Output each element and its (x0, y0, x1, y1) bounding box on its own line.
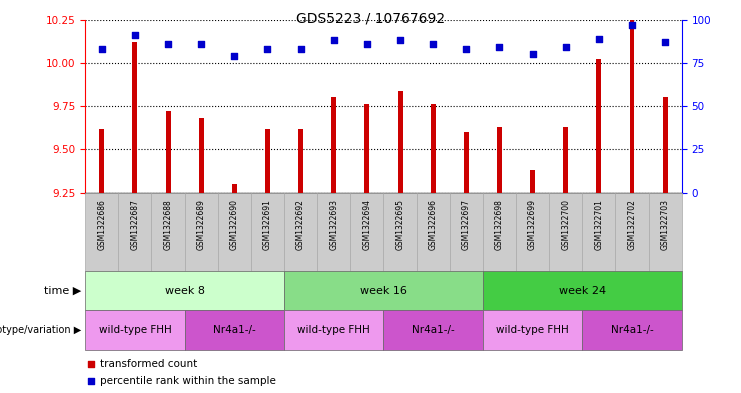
Text: GSM1322699: GSM1322699 (528, 199, 537, 250)
Point (494, 44, 505, 50)
Point (460, 46, 472, 52)
Bar (119, 193, 151, 271)
Bar (185, 193, 218, 271)
Bar (516, 193, 549, 271)
Bar (165, 111, 170, 193)
Bar (431, 105, 436, 193)
Bar (151, 193, 185, 271)
Bar (85, 271, 284, 310)
Bar (483, 193, 516, 271)
Point (328, 37, 339, 44)
Point (626, 22, 638, 28)
Bar (365, 105, 369, 193)
Bar (298, 129, 303, 193)
Bar (232, 184, 237, 193)
Text: transformed count: transformed count (100, 358, 197, 369)
Text: GSM1322701: GSM1322701 (594, 199, 603, 250)
Bar (85, 310, 185, 350)
Text: GSM1322691: GSM1322691 (263, 199, 272, 250)
Text: GSM1322696: GSM1322696 (429, 199, 438, 250)
Text: GSM1322695: GSM1322695 (396, 199, 405, 250)
Bar (464, 132, 469, 193)
Text: time ▶: time ▶ (44, 286, 82, 296)
Text: GSM1322687: GSM1322687 (130, 199, 139, 250)
Bar (199, 118, 204, 193)
Point (659, 39, 671, 45)
Bar (483, 310, 582, 350)
Text: genotype/variation ▶: genotype/variation ▶ (0, 325, 82, 335)
Text: Nr4a1-/-: Nr4a1-/- (213, 325, 256, 335)
Bar (648, 193, 682, 271)
Bar (331, 97, 336, 193)
Text: GSM1322688: GSM1322688 (164, 199, 173, 250)
Text: GSM1322702: GSM1322702 (628, 199, 637, 250)
Bar (450, 193, 483, 271)
Bar (384, 310, 483, 350)
Point (129, 32, 141, 39)
Bar (133, 42, 137, 193)
Text: week 24: week 24 (559, 286, 606, 296)
Point (196, 41, 207, 47)
Point (559, 44, 571, 50)
Point (527, 51, 539, 57)
Text: wild-type FHH: wild-type FHH (496, 325, 569, 335)
Bar (284, 193, 317, 271)
Bar (630, 20, 634, 193)
Bar (483, 271, 682, 310)
Bar (662, 97, 668, 193)
Point (394, 37, 406, 44)
Text: Nr4a1-/-: Nr4a1-/- (412, 325, 454, 335)
Point (361, 41, 373, 47)
Text: GSM1322690: GSM1322690 (230, 199, 239, 250)
Text: Nr4a1-/-: Nr4a1-/- (611, 325, 654, 335)
Text: GSM1322697: GSM1322697 (462, 199, 471, 250)
Bar (284, 310, 384, 350)
Text: week 16: week 16 (360, 286, 407, 296)
Bar (416, 193, 450, 271)
Bar (265, 129, 270, 193)
Point (262, 46, 273, 52)
Point (295, 46, 307, 52)
Text: GSM1322703: GSM1322703 (661, 199, 670, 250)
Point (162, 41, 174, 47)
Text: GSM1322692: GSM1322692 (296, 199, 305, 250)
Point (85, 360, 97, 367)
Text: GSM1322700: GSM1322700 (561, 199, 571, 250)
Bar (251, 193, 284, 271)
Bar (350, 193, 384, 271)
Text: GSM1322694: GSM1322694 (362, 199, 371, 250)
Text: week 8: week 8 (165, 286, 205, 296)
Bar (549, 193, 582, 271)
Point (85, 378, 97, 384)
Text: GDS5223 / 10767692: GDS5223 / 10767692 (296, 12, 445, 26)
Point (428, 41, 439, 47)
Text: wild-type FHH: wild-type FHH (99, 325, 171, 335)
Text: GSM1322698: GSM1322698 (495, 199, 504, 250)
Bar (616, 193, 648, 271)
Bar (99, 129, 104, 193)
Point (96, 46, 107, 52)
Point (228, 53, 240, 59)
Bar (218, 193, 251, 271)
Bar (284, 271, 483, 310)
Text: GSM1322686: GSM1322686 (97, 199, 106, 250)
Text: percentile rank within the sample: percentile rank within the sample (100, 376, 276, 386)
Bar (384, 193, 416, 271)
Bar (398, 90, 402, 193)
Bar (582, 310, 682, 350)
Text: GSM1322689: GSM1322689 (196, 199, 206, 250)
Bar (563, 127, 568, 193)
Point (593, 35, 605, 42)
Bar (530, 170, 535, 193)
Text: wild-type FHH: wild-type FHH (297, 325, 370, 335)
Bar (317, 193, 350, 271)
Bar (597, 59, 602, 193)
Bar (85, 193, 119, 271)
Bar (497, 127, 502, 193)
Bar (582, 193, 616, 271)
Bar (185, 310, 284, 350)
Text: GSM1322693: GSM1322693 (329, 199, 338, 250)
